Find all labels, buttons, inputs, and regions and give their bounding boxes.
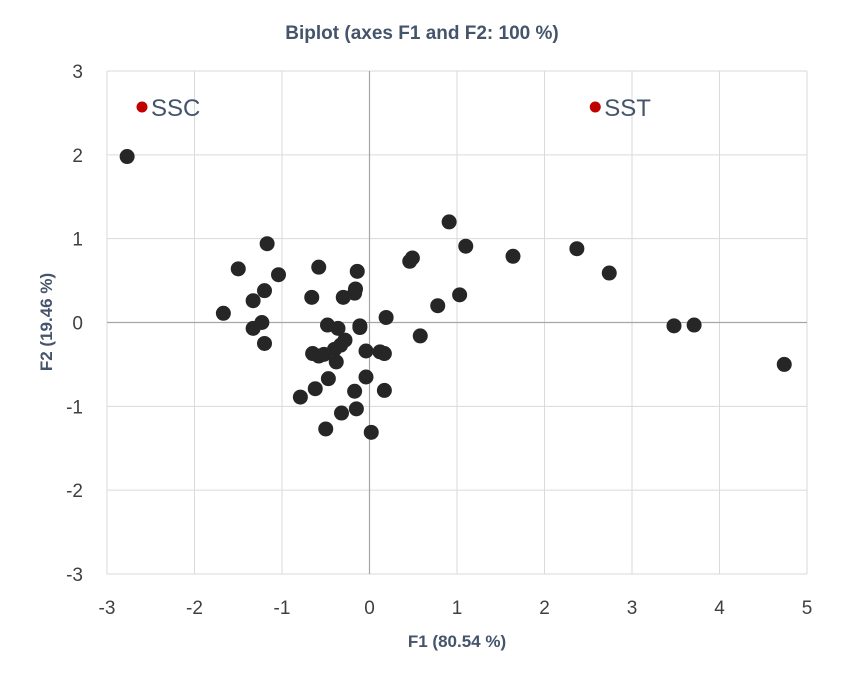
y-tick-label: 3 xyxy=(72,62,83,83)
observation-point xyxy=(307,381,323,397)
observation-point xyxy=(318,421,334,437)
variable-label: SST xyxy=(604,95,651,122)
observation-point xyxy=(328,354,344,370)
observation-point xyxy=(335,289,351,305)
x-tick-label: -2 xyxy=(186,598,203,619)
observation-point xyxy=(257,283,272,299)
x-tick-label: 1 xyxy=(452,598,463,619)
observation-point xyxy=(304,289,320,305)
observation-point xyxy=(245,293,261,309)
y-tick-labels: -3 -2 -1 0 1 2 3 xyxy=(66,62,83,586)
y-tick-label: 2 xyxy=(72,146,83,167)
observation-point xyxy=(376,382,392,398)
observation-point xyxy=(347,285,363,301)
observation-point xyxy=(311,259,327,275)
observation-point xyxy=(376,346,392,362)
observation-point xyxy=(686,317,702,333)
variable-point xyxy=(589,101,601,113)
observation-point xyxy=(349,263,365,279)
observation-point xyxy=(458,238,474,254)
y-tick-label: -1 xyxy=(66,397,83,418)
observation-point xyxy=(505,248,521,264)
observation-point xyxy=(347,383,363,399)
y-tick-label: -3 xyxy=(66,565,83,586)
observation-point xyxy=(569,241,585,257)
variable-points: SSC SST xyxy=(136,95,651,122)
observation-point xyxy=(404,250,420,266)
chart-title: Biplot (axes F1 and F2: 100 %) xyxy=(285,23,558,44)
observation-point xyxy=(320,371,336,387)
observation-point xyxy=(316,346,332,362)
x-tick-labels: -3 -2 -1 0 1 2 3 4 5 xyxy=(99,598,813,619)
observation-point xyxy=(666,318,682,334)
observation-point xyxy=(119,149,135,165)
x-tick-label: 4 xyxy=(714,598,725,619)
observation-point xyxy=(230,261,246,277)
x-axis-label: F1 (80.54 %) xyxy=(408,632,506,651)
x-tick-label: 2 xyxy=(539,598,550,619)
x-tick-label: 5 xyxy=(802,598,813,619)
x-tick-label: -1 xyxy=(274,598,291,619)
y-tick-label: -2 xyxy=(66,481,83,502)
observation-point xyxy=(215,305,231,321)
observation-point xyxy=(245,320,261,336)
observation-point xyxy=(601,265,617,281)
observation-point xyxy=(363,424,379,440)
observation-point xyxy=(412,328,428,344)
observation-point xyxy=(271,267,286,283)
observation-points xyxy=(119,149,792,440)
observation-point xyxy=(334,405,349,421)
y-axis-label: F2 (19.46 %) xyxy=(37,273,56,371)
observation-point xyxy=(441,214,457,230)
observation-point xyxy=(257,335,272,351)
observation-point xyxy=(452,287,468,303)
observation-point xyxy=(352,320,368,336)
y-tick-label: 1 xyxy=(72,230,83,251)
x-tick-label: 3 xyxy=(627,598,638,619)
x-tick-label: -3 xyxy=(99,598,116,619)
observation-point xyxy=(358,343,374,359)
variable-label: SSC xyxy=(151,95,200,122)
observation-point xyxy=(358,369,374,385)
x-tick-label: 0 xyxy=(364,598,375,619)
observation-point xyxy=(259,236,275,252)
observation-point xyxy=(378,309,394,325)
variable-point xyxy=(136,101,148,113)
observation-point xyxy=(776,356,792,372)
y-tick-label: 0 xyxy=(72,314,83,335)
observation-point xyxy=(330,320,346,336)
observation-point xyxy=(292,389,308,405)
observation-point xyxy=(430,298,446,314)
observation-point xyxy=(348,401,364,417)
